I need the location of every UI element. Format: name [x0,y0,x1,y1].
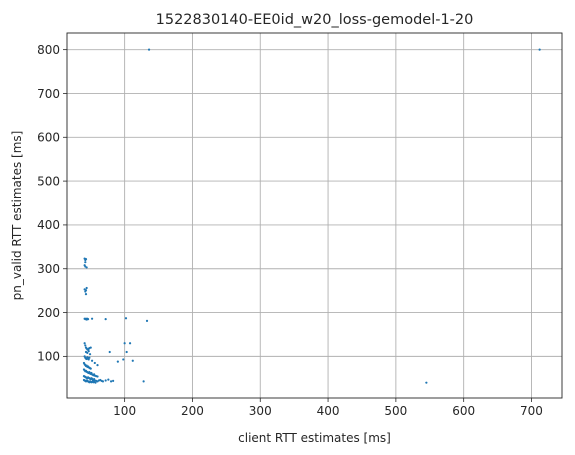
x-tick-label: 400 [317,404,340,418]
y-tick-label: 300 [37,262,60,276]
data-points [82,48,541,384]
y-tick-label: 400 [37,218,60,232]
data-point [94,381,97,384]
data-point [124,317,128,320]
data-point [123,342,126,345]
data-point [88,353,92,356]
data-point [93,361,96,365]
data-point [89,346,92,349]
data-point [104,318,107,321]
y-axis-label: pn_valid RTT estimates [ms] [10,131,24,301]
x-tick-label: 100 [113,404,136,418]
data-point [538,48,541,51]
data-point [90,317,94,320]
y-tick-label: 600 [37,131,60,145]
y-tick-label: 100 [37,350,60,364]
grid [67,33,562,398]
data-point [84,257,88,261]
data-point [142,380,145,383]
data-point [112,379,115,383]
x-tick-label: 200 [181,404,204,418]
data-point [87,358,90,361]
data-point [90,359,94,362]
x-tick-label: 700 [520,404,543,418]
data-point [128,342,132,345]
axis-ticks: 100 200 300 400 500 600 700 100 200 300 400 500 600 7… [37,43,543,418]
data-point [83,342,86,345]
chart-title: 1522830140-EE0id_w20_loss-gemodel-1-20 [156,12,474,28]
data-point [85,266,88,269]
y-tick-label: 700 [37,87,60,101]
y-tick-label: 500 [37,174,60,188]
data-point [108,350,111,354]
data-point [131,359,134,362]
data-point [147,48,151,51]
x-tick-label: 300 [249,404,272,418]
data-point [87,350,90,353]
data-point [104,379,107,382]
y-tick-label: 200 [37,306,60,320]
data-point [84,344,87,347]
data-point [84,289,88,292]
data-point [425,381,428,384]
x-tick-label: 600 [452,404,475,418]
data-point [84,261,87,264]
data-point [125,350,128,354]
data-point [86,351,89,354]
data-point [85,286,88,290]
data-point [109,380,113,383]
data-point [88,356,91,359]
x-tick-label: 500 [384,404,407,418]
data-point [84,293,88,296]
plot-frame [66,32,563,399]
x-axis-label: client RTT estimates [ms] [238,431,391,445]
data-point [86,318,90,321]
data-point [116,360,119,363]
data-point [122,358,125,361]
data-point [96,364,99,367]
data-point [89,367,92,370]
y-tick-label: 800 [37,43,60,57]
data-point [101,380,105,383]
data-point [145,319,149,322]
data-point [96,375,99,378]
data-point [107,378,110,381]
